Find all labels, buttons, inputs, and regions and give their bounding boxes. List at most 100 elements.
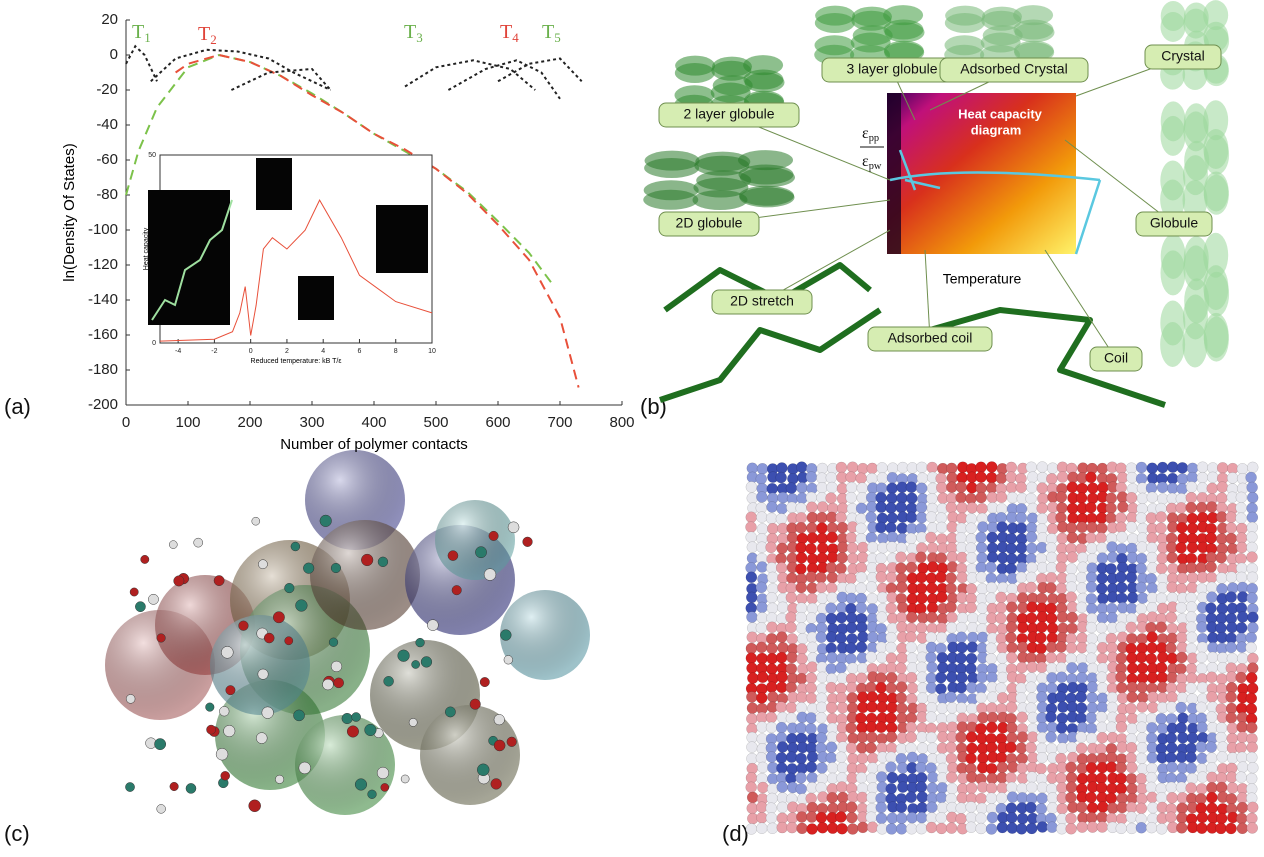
particle	[765, 751, 778, 763]
particle	[975, 822, 987, 835]
particle	[1055, 491, 1068, 503]
particle	[1247, 801, 1259, 814]
particle	[956, 571, 968, 584]
particle	[1225, 822, 1237, 835]
particle	[1085, 593, 1098, 605]
particle	[777, 491, 789, 504]
particle	[1225, 571, 1238, 583]
particle	[1126, 691, 1138, 703]
particle	[1176, 521, 1188, 534]
particle	[986, 711, 999, 724]
particle	[1136, 492, 1149, 505]
particle	[925, 631, 937, 644]
atom	[173, 575, 185, 587]
x-tick-label: 2	[285, 348, 289, 355]
particle	[906, 652, 918, 664]
particle	[955, 812, 967, 825]
particle	[825, 631, 838, 643]
molecule-blob	[1203, 232, 1229, 278]
callout-leader	[924, 249, 931, 340]
particle	[1246, 741, 1258, 754]
data-line	[447, 59, 561, 100]
atom	[503, 655, 513, 665]
particle	[1165, 811, 1177, 823]
particle	[955, 702, 968, 714]
particle	[1235, 771, 1247, 783]
particle	[1135, 581, 1147, 594]
particle	[1115, 521, 1127, 534]
particle	[1125, 801, 1138, 814]
particle	[765, 802, 778, 814]
particle	[1206, 651, 1219, 664]
molecule-blob	[982, 6, 1023, 27]
heatmap-y-label-base: ε	[862, 125, 869, 142]
particle	[916, 791, 929, 803]
particle	[906, 751, 919, 764]
particle	[986, 461, 998, 473]
particle	[965, 542, 977, 554]
particle	[1066, 551, 1079, 563]
molecule-blob	[814, 12, 855, 33]
particle	[1176, 651, 1188, 664]
particle	[775, 651, 788, 664]
particle	[1056, 742, 1069, 754]
particle	[1106, 642, 1118, 654]
particle	[857, 551, 869, 564]
callout-label: 2D stretch	[730, 293, 794, 309]
particle	[745, 652, 758, 664]
particle	[1145, 771, 1158, 784]
particle	[915, 781, 928, 793]
x-tick-label: 600	[485, 414, 510, 431]
particle	[965, 601, 977, 614]
atom	[140, 555, 150, 564]
particle	[1146, 732, 1158, 744]
particle	[1016, 812, 1029, 825]
molecule-blob	[1013, 19, 1054, 40]
particle	[1066, 611, 1078, 624]
particle	[1136, 701, 1148, 713]
particle	[875, 521, 887, 534]
particle	[1175, 701, 1187, 714]
particle	[1006, 791, 1019, 803]
molecule-blob	[738, 150, 794, 171]
particle	[755, 622, 768, 634]
particle	[1076, 772, 1089, 785]
particle	[1156, 722, 1169, 735]
particle	[816, 762, 828, 774]
particle	[1096, 821, 1109, 833]
atom	[364, 723, 377, 737]
particle	[1046, 682, 1058, 694]
particle	[1016, 661, 1028, 674]
heatmap-x-label: Temperature	[943, 271, 1022, 287]
particle	[1115, 571, 1127, 583]
particle	[1046, 622, 1059, 635]
particle	[1175, 781, 1188, 794]
particle	[905, 731, 917, 743]
molecule-spheres	[105, 450, 590, 815]
particle	[1186, 582, 1198, 594]
particle	[915, 551, 927, 564]
particle	[1196, 641, 1209, 654]
particle	[846, 612, 858, 624]
particle	[965, 821, 977, 833]
particle	[1246, 682, 1259, 695]
particle	[826, 481, 838, 494]
particle	[1196, 621, 1208, 633]
data-line	[159, 199, 433, 342]
particle	[1115, 481, 1127, 494]
particle	[1225, 591, 1237, 603]
particle	[1236, 822, 1249, 835]
particle	[996, 821, 1009, 834]
particle	[1005, 563, 1017, 575]
particle	[845, 592, 858, 605]
particle	[826, 791, 838, 804]
callout-leader	[1064, 139, 1175, 225]
particle	[945, 822, 958, 834]
particle	[1086, 681, 1099, 693]
y-tick-label: -180	[88, 361, 118, 378]
particle	[965, 551, 978, 564]
particle	[945, 582, 957, 595]
particle	[886, 771, 899, 784]
annotation: T5	[542, 21, 561, 45]
particle	[885, 571, 898, 584]
